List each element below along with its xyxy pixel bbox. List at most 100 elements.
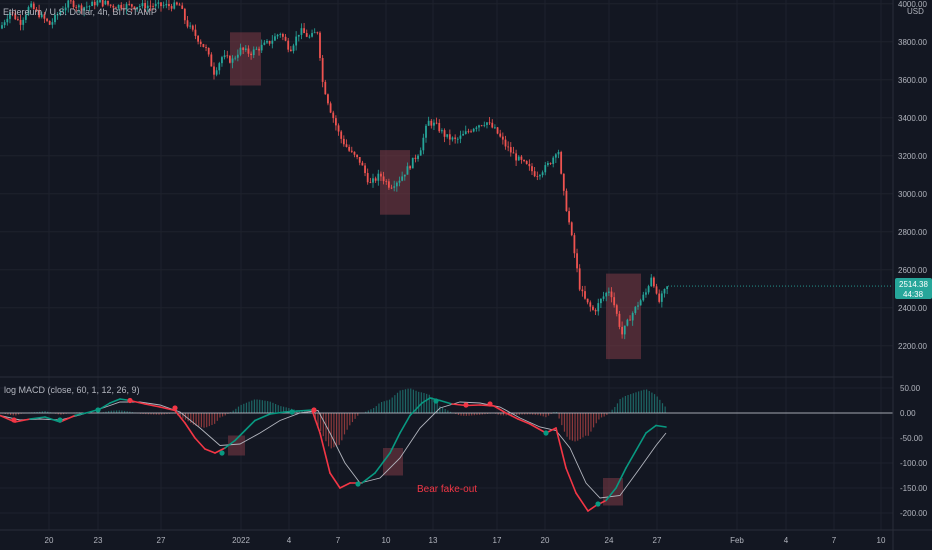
price-tick-label: 3200.00 (898, 152, 927, 161)
candle-body (59, 11, 62, 15)
candle-body (271, 40, 274, 44)
price-axis[interactable]: 4000.00 3800.00 3600.00 3400.00 3200.00 3000.… (898, 0, 927, 351)
candle-body (448, 134, 451, 140)
candle-body (358, 157, 361, 163)
candle-body (77, 5, 80, 8)
macd-line-segment (389, 432, 401, 454)
time-tick-label: 7 (832, 536, 837, 545)
macd-line-segment (159, 406, 176, 412)
macd-line-segment (565, 467, 577, 494)
candle-body (398, 180, 401, 183)
symbol-legend[interactable]: Ethereum / U.S. Dollar, 4h, BITSTAMP (3, 7, 157, 17)
candle-body (592, 306, 594, 310)
candle-body (67, 0, 70, 8)
candle-body (435, 122, 438, 124)
candle-body (523, 159, 525, 162)
time-tick-label: 10 (877, 536, 886, 545)
candle-body (584, 291, 586, 299)
candle-body (486, 122, 488, 125)
candle-body (647, 286, 650, 293)
candle-body (311, 33, 313, 37)
candle-body (91, 1, 93, 7)
candle-body (300, 28, 303, 35)
candle-body (406, 166, 409, 175)
candle-body (552, 157, 555, 164)
macd-line-segment (421, 397, 431, 404)
candle-body (666, 286, 669, 290)
candle-body (24, 14, 27, 20)
time-tick-label: 2022 (232, 536, 250, 545)
time-tick-label: 10 (382, 536, 391, 545)
candle-body (631, 313, 634, 321)
macd-line-segment (635, 432, 647, 452)
time-axis[interactable]: 20 23 27 2022 4 7 10 13 17 20 24 27 Feb 4 7 10 (45, 536, 886, 545)
candle-body (342, 138, 345, 145)
indicator-legend[interactable]: log MACD (close, 60, 1, 12, 26, 9) (4, 385, 140, 395)
candle-body (274, 36, 276, 41)
macd-line-segment (374, 452, 391, 474)
candle-body (403, 174, 406, 177)
candle-body (128, 4, 131, 5)
candle-body (287, 40, 290, 50)
candle-body (170, 6, 173, 9)
candle-body (205, 47, 207, 48)
candle-body (215, 70, 218, 75)
candle-body (133, 6, 136, 9)
candle-body (350, 150, 353, 152)
macd-line-segment (194, 437, 206, 450)
time-tick-label: 20 (541, 536, 550, 545)
candle-body (138, 6, 141, 8)
candle-body (11, 12, 14, 14)
macd-line-segment (74, 411, 91, 417)
crossover-marker (11, 417, 17, 423)
signal-line (0, 401, 667, 499)
candle-body (414, 157, 417, 159)
candle-body (345, 144, 348, 147)
crossover-marker (311, 407, 317, 413)
candle-body (157, 2, 160, 4)
macd-line-segment (555, 427, 567, 469)
candle-body (327, 94, 329, 104)
crossover-marker (127, 397, 133, 404)
candle-body (213, 66, 215, 75)
candle-body (541, 172, 544, 176)
macd-line-segment (575, 492, 589, 512)
candle-body (488, 122, 491, 124)
candle-body (136, 7, 139, 9)
candle-body (578, 268, 581, 290)
crossover-marker (543, 430, 549, 436)
candle-body (446, 134, 449, 137)
candle-body (186, 20, 189, 27)
macd-line-segment (44, 416, 61, 423)
candle-body (168, 4, 170, 7)
macd-line-segment (311, 409, 321, 434)
candle-body (276, 34, 279, 37)
price-tick-label: 2400.00 (898, 304, 927, 313)
candle-body (308, 36, 311, 38)
candle-body (3, 22, 6, 26)
candle-body (194, 29, 197, 36)
macd-axis[interactable]: 50.00 0.00 -50.00 -100.00 -150.00 -200.00 (900, 384, 928, 518)
candle-body (568, 211, 570, 223)
candle-body (93, 1, 96, 6)
candle-body (602, 296, 605, 299)
price-tick-label: 4000.00 (898, 0, 927, 9)
candle-body (40, 14, 43, 18)
candle-body (54, 15, 56, 23)
candle-body (557, 152, 560, 155)
candle-body (544, 165, 547, 173)
crossover-marker (95, 407, 101, 413)
candle-body (303, 28, 305, 34)
price-tick-label: 3000.00 (898, 190, 927, 199)
macd-highlight-box (228, 435, 245, 456)
macd-shaded-boxes (228, 435, 623, 506)
candle-body (467, 131, 470, 133)
price-tick-label: 2600.00 (898, 266, 927, 275)
candle-body (64, 7, 67, 11)
candlestick-series[interactable] (1, 0, 893, 340)
macd-line-segment (517, 418, 531, 425)
macd-tick-label: 50.00 (900, 384, 921, 393)
candle-body (255, 48, 258, 50)
annotation-bear-fake-out: Bear fake-out (417, 484, 477, 495)
